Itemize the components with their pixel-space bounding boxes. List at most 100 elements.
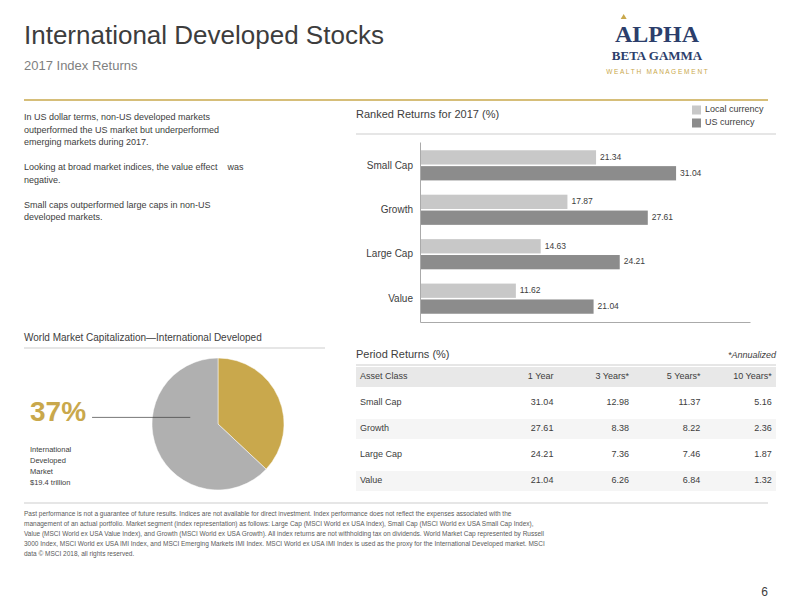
bar (420, 195, 567, 209)
subtitle: 2017 Index Returns (24, 58, 138, 73)
intro-line: outperformed the US market but underperf… (24, 125, 219, 135)
annotation: International (30, 445, 72, 454)
divider (24, 348, 325, 349)
tick-label: Small Cap (367, 160, 414, 171)
intro-line: emerging markets during 2017. (24, 137, 149, 147)
data-label: 21.34 (600, 152, 622, 162)
title: International Developed Stocks (24, 20, 384, 50)
data-label: 21.04 (598, 301, 620, 311)
table-row-bg (356, 419, 776, 439)
table-cell: 11.37 (679, 397, 701, 407)
leader-line (92, 417, 190, 418)
table-header: 3 Years* (595, 371, 629, 381)
table-cell: 6.26 (611, 475, 629, 485)
intro-line: In US dollar terms, non-US developed mar… (24, 112, 211, 122)
table-title: Period Returns (%) (356, 348, 450, 360)
bar (420, 166, 676, 180)
bar (420, 211, 648, 225)
data-label: 14.63 (545, 241, 567, 251)
legend: Local currencyUS currency (692, 104, 764, 127)
table-cell: 8.22 (683, 423, 701, 433)
table-cell: 21.04 (531, 475, 554, 485)
table-cell: Large Cap (360, 449, 402, 459)
table-cell: 7.46 (683, 449, 701, 459)
tick: Value (388, 293, 413, 304)
table-cell: 24.21 (531, 449, 554, 459)
logo: ALPHABETA GAMMAW E A L T H M A N A G E M… (606, 14, 708, 75)
table-header: 1 Year (528, 371, 554, 381)
table-header: Asset Class (360, 371, 408, 381)
table-cell: 5.16 (754, 397, 772, 407)
divider (24, 503, 768, 504)
y-axis: Small Cap Growth Large Cap Value (366, 143, 420, 323)
y-axis-line (420, 143, 421, 323)
footer-line: 3000 Index, MSCI World ex USA IMI Index,… (24, 540, 545, 548)
legend-swatch (692, 106, 701, 115)
tick-label: Large Cap (366, 248, 413, 259)
data-label: 11.62 (520, 285, 541, 295)
returns-table: Period Returns (%) *Annualized Asset Class… (356, 348, 777, 491)
footer-line: management of an actual portfolio. Marke… (24, 520, 534, 528)
footer: Past performance is not a guarantee of f… (24, 510, 545, 558)
data-label: 31.04 (680, 168, 702, 178)
data-label: 17.87 (571, 196, 593, 206)
slices (152, 358, 284, 490)
table-row-bg (356, 471, 776, 491)
header: International Developed Stocks 2017 Index… (24, 20, 384, 73)
intro-line: Looking at broad market indices, the val… (24, 162, 244, 172)
table-cell: 2.36 (754, 423, 772, 433)
background (0, 0, 792, 612)
table-cell: Growth (360, 423, 389, 433)
intro-line: developed markets. (24, 212, 103, 222)
table-cell: 27.61 (531, 423, 554, 433)
bar (420, 284, 516, 298)
intro-line: negative. (24, 175, 61, 185)
tick: Growth (381, 204, 413, 215)
page-number: 6 (761, 585, 768, 599)
value-label: 37% (30, 396, 86, 427)
bar-chart: Ranked Returns for 2017 (%) Local currenc… (356, 104, 776, 322)
bars (420, 150, 676, 313)
annotation: Developed (30, 456, 66, 465)
page: International Developed Stocks 2017 Index… (0, 0, 792, 612)
legend-swatch (692, 119, 701, 128)
data-labels: 21.3417.8714.6311.6231.0427.6124.2121.04 (520, 152, 702, 311)
footer-line: data © MSCI 2018, all rights reserved. (24, 550, 134, 558)
footer-line: Value (MSCI World ex USA Value Index), a… (24, 530, 545, 538)
pie-chart: World Market Capitalization—Internationa… (24, 332, 325, 490)
tick-label: Value (388, 293, 413, 304)
chart-title: World Market Capitalization—Internationa… (24, 332, 262, 343)
intro-line: Small caps outperformed large caps in no… (24, 200, 211, 210)
divider (356, 134, 776, 135)
divider (356, 365, 776, 366)
data-label: 24.21 (624, 256, 646, 266)
x-axis-line (421, 322, 751, 323)
legend-entry: Local currency (705, 104, 764, 114)
logo-text: ALPHA (615, 21, 700, 47)
annotation: $19.4 trillion (30, 478, 70, 487)
table-cell: 6.84 (683, 475, 701, 485)
tick: Large Cap (366, 248, 413, 259)
table-header-bg (356, 367, 776, 387)
slice (152, 358, 266, 490)
tick: Small Cap (367, 160, 414, 171)
chart-title: Ranked Returns for 2017 (%) (356, 108, 499, 120)
header-rule (24, 99, 768, 101)
table-note: *Annualized (728, 350, 777, 360)
logo-text: W E A L T H M A N A G E M E N T (606, 68, 708, 75)
tick-label: Growth (381, 204, 413, 215)
table-cell: 7.36 (611, 449, 629, 459)
table-cell: 1.87 (754, 449, 772, 459)
table-header: 10 Years* (733, 371, 772, 381)
table-cell: 12.98 (606, 397, 629, 407)
intro-text: In US dollar terms, non-US developed mar… (24, 112, 244, 222)
footer-line: Past performance is not a guarantee of f… (24, 510, 512, 518)
table-cell: 31.04 (531, 397, 554, 407)
table-header: 5 Years* (667, 371, 701, 381)
table-cell: 1.32 (754, 475, 772, 485)
logo-accent (621, 14, 627, 19)
table-cell: 8.38 (611, 423, 629, 433)
x-axis (421, 322, 751, 323)
bar (420, 150, 596, 164)
table-cell: Value (360, 475, 382, 485)
